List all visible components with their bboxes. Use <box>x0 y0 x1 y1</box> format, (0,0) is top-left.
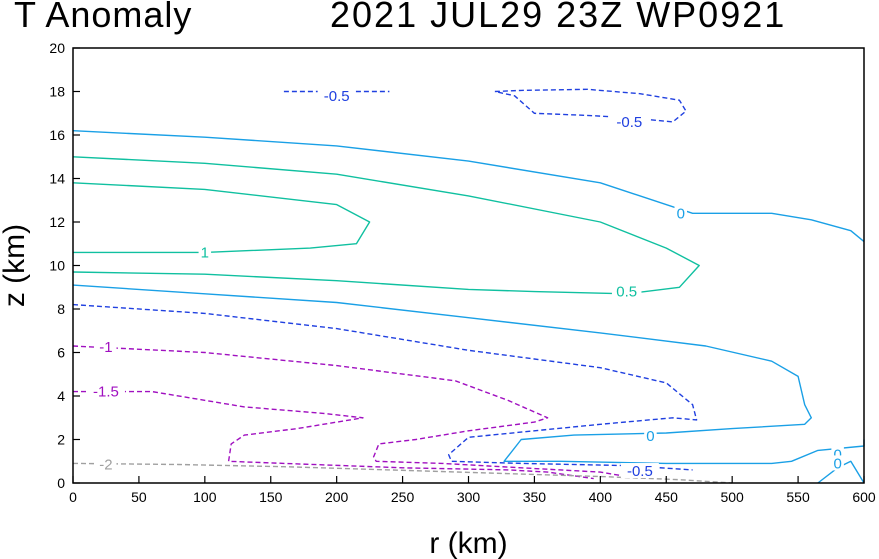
contour-label: 0 <box>833 447 841 464</box>
contour-label-bg <box>198 244 212 260</box>
contour-label: 0 <box>833 455 841 472</box>
y-tick-label: 16 <box>49 127 65 143</box>
contour-line--0p5 <box>72 303 698 471</box>
x-tick-label: 550 <box>786 489 810 505</box>
contour-label-bg <box>620 463 659 479</box>
y-tick-label: 20 <box>49 40 65 56</box>
y-tick-label: 10 <box>49 258 65 274</box>
y-axis-label: z (km) <box>0 224 31 307</box>
x-tick-label: 100 <box>193 489 217 505</box>
x-tick-label: 400 <box>589 489 613 505</box>
x-tick-label: 150 <box>259 489 283 505</box>
chart-title-left: T Anomaly <box>14 0 193 35</box>
contour-label-bg <box>95 456 117 472</box>
x-tick-label: 300 <box>457 489 481 505</box>
contour-label-bg <box>317 87 356 103</box>
contour-label: 0 <box>677 205 685 222</box>
contour-label: -0.5 <box>324 88 350 105</box>
contour-label: -2 <box>99 457 112 474</box>
contour-label: 0 <box>646 428 654 445</box>
x-axis-label: r (km) <box>429 527 507 559</box>
contour-label: -1.5 <box>93 384 119 401</box>
contour-line--1 <box>72 345 627 478</box>
contour-line--0p5 <box>494 88 687 123</box>
contour-label: -0.5 <box>616 114 642 131</box>
x-tick-label: 50 <box>131 489 147 505</box>
x-tick-label: 500 <box>720 489 744 505</box>
contour-label-bg <box>674 205 688 221</box>
x-tick-label: 350 <box>523 489 547 505</box>
x-tick-label: 0 <box>69 489 77 505</box>
contour-label-bg <box>86 383 125 399</box>
x-tick-label: 600 <box>852 489 876 505</box>
y-tick-label: 8 <box>57 301 65 317</box>
chart-title-right: 2021 JUL29 23Z WP0921 <box>330 0 787 35</box>
contour-line-0 <box>817 460 865 484</box>
y-tick-label: 4 <box>57 388 65 404</box>
contour-line-0 <box>72 284 865 465</box>
y-tick-label: 6 <box>57 345 65 361</box>
contour-label: 0.5 <box>616 284 637 301</box>
contour-line-0 <box>72 130 865 243</box>
plot-frame <box>72 47 865 484</box>
contour-line-0p5 <box>72 156 700 295</box>
contour-label: -1 <box>99 339 112 356</box>
y-tick-label: 2 <box>57 432 65 448</box>
contour-label: -0.5 <box>627 463 653 480</box>
contour-label-bg <box>611 283 642 299</box>
y-tick-label: 18 <box>49 84 65 100</box>
contour-label-bg <box>831 455 844 471</box>
x-tick-label: 200 <box>325 489 349 505</box>
y-tick-label: 12 <box>49 214 65 230</box>
x-tick-label: 250 <box>391 489 415 505</box>
contour-line-1 <box>72 182 371 254</box>
y-tick-label: 0 <box>57 475 65 491</box>
contour-label-bg <box>95 339 117 355</box>
y-tick-label: 14 <box>49 171 65 187</box>
contour-label-bg <box>610 113 649 129</box>
contour-label-bg <box>644 428 657 444</box>
contour-label: 1 <box>201 244 209 261</box>
x-tick-label: 450 <box>655 489 679 505</box>
contour-line--1p5 <box>73 390 594 480</box>
